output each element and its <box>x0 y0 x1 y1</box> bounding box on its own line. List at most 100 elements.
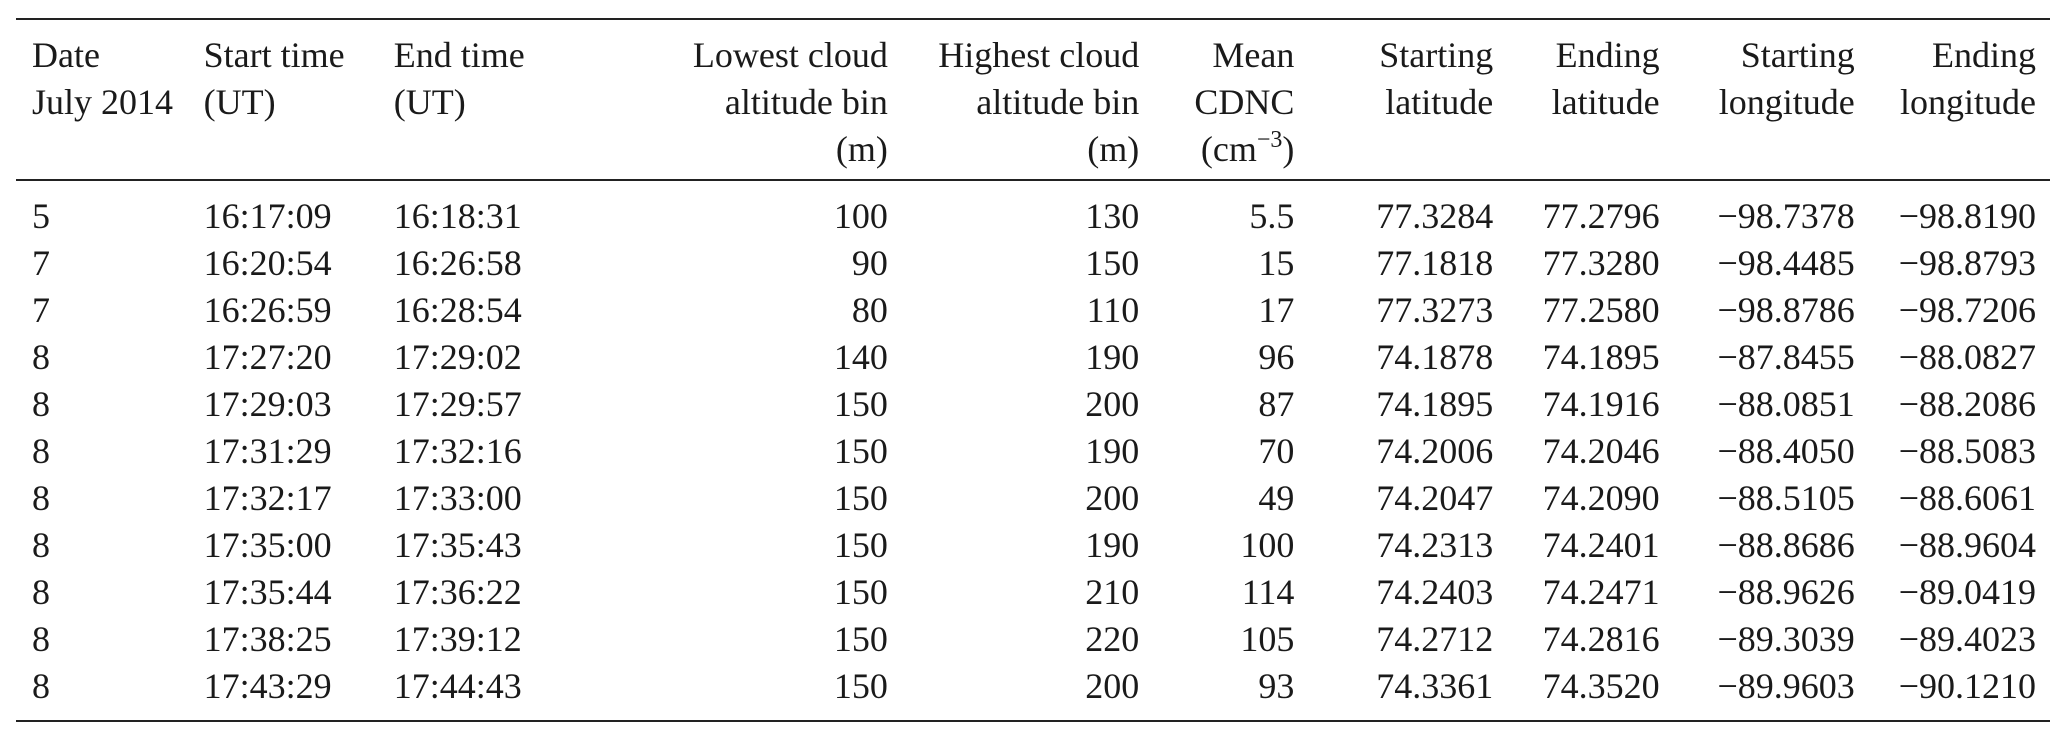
lowest-bin-cell: 150 <box>833 431 888 471</box>
date-cell: 8 <box>32 572 50 612</box>
table-row: 8 17:31:29 17:32:16 150 190 70 74.2006 74.2046 −… <box>16 428 2050 475</box>
table-row: 7 16:26:59 16:28:54 80 110 17 77.3273 77.2580 −9… <box>16 287 2050 334</box>
start-lat-cell: 74.2047 <box>1376 478 1494 518</box>
start-time-cell: 17:27:20 <box>203 337 332 377</box>
end-lat-cell: 74.3520 <box>1493 663 1660 722</box>
start-lon-cell: −87.8455 <box>1717 337 1855 377</box>
header-line: Date <box>32 35 100 75</box>
header-start-time: Start time (UT) <box>203 18 394 181</box>
table-row: 8 17:27:20 17:29:02 140 190 96 74.1878 74.1895 −… <box>16 334 2050 381</box>
start-lat-cell: 74.3361 <box>1294 663 1494 722</box>
highest-bin-cell: 110 <box>1086 290 1140 330</box>
end-lon-cell: −88.6061 <box>1898 478 2036 518</box>
date-cell: 8 <box>32 525 50 565</box>
header-starting-longitude: Starting longitude <box>1659 18 1855 181</box>
highest-bin-cell: 200 <box>1085 478 1140 518</box>
end-lat-cell: 74.1916 <box>1542 384 1660 424</box>
header-line: End time <box>393 35 525 75</box>
end-time-cell: 17:33:00 <box>393 478 522 518</box>
data-table-container: Date July 2014 Start time (UT) End time … <box>16 18 2050 722</box>
end-lon-cell: −88.2086 <box>1898 384 2036 424</box>
table-row: 8 17:35:44 17:36:22 150 210 114 74.2403 74.2471… <box>16 569 2050 616</box>
header-line: Start time <box>203 35 345 75</box>
lowest-bin-cell: 150 <box>575 663 888 722</box>
highest-bin-cell: 150 <box>1085 243 1140 283</box>
mean-cdnc-cell: 70 <box>1258 431 1295 471</box>
header-line: (UT) <box>393 82 466 122</box>
header-line: (m) <box>1087 129 1140 169</box>
header-line: CDNC <box>1194 82 1295 122</box>
highest-bin-cell: 130 <box>1085 196 1140 236</box>
start-lat-cell: 74.2313 <box>1376 525 1494 565</box>
start-lat-cell: 77.3273 <box>1376 290 1494 330</box>
table-row: 8 17:38:25 17:39:12 150 220 105 74.2712 74.2816… <box>16 616 2050 663</box>
header-line: Mean <box>1212 35 1295 75</box>
table-row: 8 17:29:03 17:29:57 150 200 87 74.1895 74.1916 −… <box>16 381 2050 428</box>
start-time-cell: 16:17:09 <box>203 196 332 236</box>
highest-bin-cell: 200 <box>1085 384 1140 424</box>
date-cell: 8 <box>32 619 50 659</box>
end-lat-cell: 74.2471 <box>1542 572 1660 612</box>
start-time-cell: 17:38:25 <box>203 619 332 659</box>
lowest-bin-cell: 90 <box>851 243 888 283</box>
header-line: Starting <box>1740 35 1855 75</box>
mean-cdnc-cell: 17 <box>1258 290 1295 330</box>
mean-cdnc-cell: 96 <box>1258 337 1295 377</box>
lowest-bin-cell: 80 <box>851 290 888 330</box>
header-highest-cloud-bin: Highest cloud altitude bin (m) <box>887 18 1140 181</box>
highest-bin-cell: 190 <box>1085 525 1140 565</box>
date-cell: 8 <box>32 384 50 424</box>
table-row: 8 17:32:17 17:33:00 150 200 49 74.2047 74.2090 −… <box>16 475 2050 522</box>
mean-cdnc-cell: 105 <box>1240 619 1295 659</box>
start-time-cell: 17:35:00 <box>203 525 332 565</box>
start-lon-cell: −88.0851 <box>1717 384 1855 424</box>
unit-exponent: −3 <box>1256 127 1283 153</box>
start-lat-cell: 74.1878 <box>1376 337 1494 377</box>
start-lat-cell: 74.2403 <box>1376 572 1494 612</box>
header-line: altitude bin <box>976 82 1140 122</box>
header-line: Ending <box>1932 35 2036 75</box>
header-line: longitude <box>1718 82 1855 122</box>
start-time-cell: 16:26:59 <box>203 290 332 330</box>
date-cell: 8 <box>32 431 50 471</box>
start-time-cell: 16:20:54 <box>203 243 332 283</box>
header-ending-longitude: Ending longitude <box>1854 18 2050 181</box>
header-line: July 2014 <box>32 82 174 122</box>
unit-close: ) <box>1282 129 1295 169</box>
highest-bin-cell: 200 <box>887 663 1140 722</box>
start-lon-cell: −88.5105 <box>1717 478 1855 518</box>
start-time-cell: 17:35:44 <box>203 572 332 612</box>
mean-cdnc-cell: 15 <box>1258 243 1295 283</box>
end-time-cell: 17:29:57 <box>393 384 522 424</box>
end-lon-cell: −88.5083 <box>1898 431 2036 471</box>
end-lon-cell: −90.1210 <box>1854 663 2050 722</box>
header-row: Date July 2014 Start time (UT) End time … <box>16 18 2050 181</box>
lowest-bin-cell: 150 <box>833 619 888 659</box>
table-row: 8 17:35:00 17:35:43 150 190 100 74.2313 74.2401… <box>16 522 2050 569</box>
cloud-observations-table: Date July 2014 Start time (UT) End time … <box>16 18 2050 722</box>
end-lon-cell: −89.4023 <box>1898 619 2036 659</box>
lowest-bin-cell: 100 <box>833 196 888 236</box>
header-line: Starting <box>1379 35 1494 75</box>
header-date: Date July 2014 <box>16 18 204 181</box>
end-time-cell: 17:29:02 <box>393 337 522 377</box>
end-lon-cell: −98.8190 <box>1898 196 2036 236</box>
date-cell: 8 <box>16 663 204 722</box>
start-lat-cell: 74.1895 <box>1376 384 1494 424</box>
header-line: altitude bin <box>724 82 888 122</box>
end-lon-cell: −98.7206 <box>1898 290 2036 330</box>
start-lon-cell: −89.3039 <box>1717 619 1855 659</box>
lowest-bin-cell: 150 <box>833 384 888 424</box>
date-cell: 8 <box>32 478 50 518</box>
header-line: Lowest cloud <box>692 35 888 75</box>
end-lon-cell: −88.0827 <box>1898 337 2036 377</box>
start-lat-cell: 74.2006 <box>1376 431 1494 471</box>
mean-cdnc-cell: 5.5 <box>1249 196 1295 236</box>
end-time-cell: 17:39:12 <box>393 619 522 659</box>
header-end-time: End time (UT) <box>393 18 576 181</box>
start-lon-cell: −98.4485 <box>1717 243 1855 283</box>
lowest-bin-cell: 140 <box>833 337 888 377</box>
end-lat-cell: 74.2090 <box>1542 478 1660 518</box>
table-row: 7 16:20:54 16:26:58 90 150 15 77.1818 77.3280 −9… <box>16 240 2050 287</box>
mean-cdnc-cell: 87 <box>1258 384 1295 424</box>
